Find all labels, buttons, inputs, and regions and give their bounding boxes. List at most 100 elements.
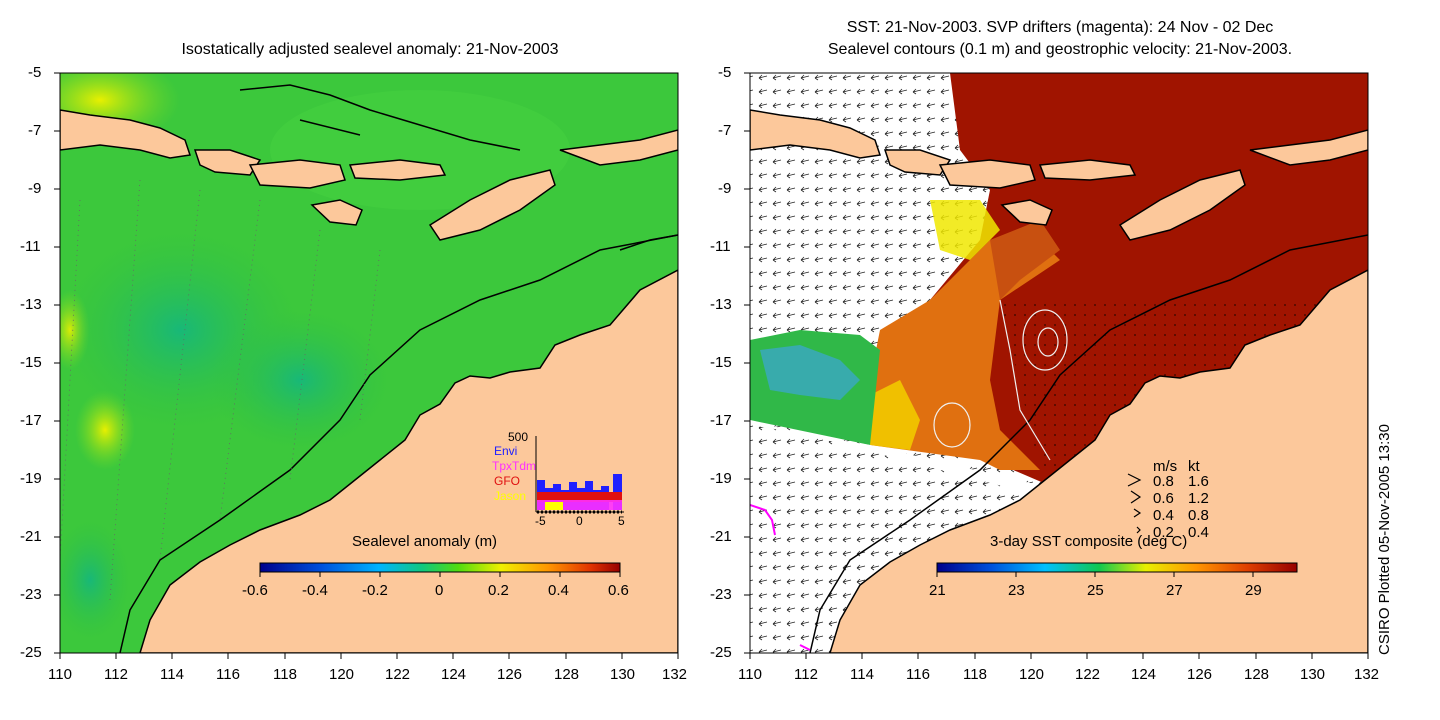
right-svp-drifter-track (750, 504, 776, 536)
left-timor-island (428, 169, 556, 241)
left-eastern-islands (559, 129, 678, 166)
left-colorbar-tick: 0.4 (548, 582, 569, 599)
right-colorbar-label: 3-day SST composite (deg C) (990, 533, 1188, 550)
inset-x-tick: -5 (535, 514, 546, 528)
plot-credit: CSIRO Plotted 05-Nov-2005 13:30 (1376, 424, 1393, 655)
axis-tick-marks (54, 72, 1369, 659)
right-x-tick: 120 (1019, 666, 1045, 683)
inset-mission-envi: Envi (494, 444, 518, 458)
left-y-tick: -21 (20, 528, 42, 545)
right-eastern-islands (1249, 129, 1368, 166)
right-colorbar-tick: 23 (1008, 582, 1025, 599)
inset-mission-tpxtdm: TpxTdm (492, 459, 537, 473)
left-y-tick: -9 (28, 180, 42, 197)
velocity-legend-kt: 0.4 (1188, 524, 1209, 541)
right-x-tick: 128 (1244, 666, 1270, 683)
left-x-tick: 114 (160, 666, 184, 683)
left-y-tick: -17 (20, 412, 42, 429)
right-x-tick: 124 (1131, 666, 1157, 683)
right-y-tick: -13 (710, 296, 732, 313)
right-colorbar-tick: 25 (1087, 582, 1104, 599)
inset-mission-gfo: GFO (494, 474, 520, 488)
right-australia-land (829, 269, 1368, 653)
right-shelf-contour (809, 234, 1368, 653)
velocity-legend-arrows (1127, 473, 1142, 534)
right-x-tick: 132 (1354, 666, 1380, 683)
inset-mission-jason: Jason (494, 489, 527, 503)
left-map-area (60, 73, 678, 653)
right-bali-lombok-islands (883, 149, 952, 176)
right-y-tick: -19 (710, 470, 732, 487)
hist-tpx-band (537, 500, 622, 510)
right-colorbar-tick: 27 (1166, 582, 1183, 599)
right-y-tick: -11 (710, 238, 731, 255)
right-sealevel-contours (933, 299, 1068, 461)
inset-max-label: 500 (508, 430, 529, 444)
right-x-tick: 114 (850, 666, 874, 683)
left-colorbar-tick: 0.2 (488, 582, 509, 599)
left-y-tick: -13 (20, 296, 42, 313)
inset-x-tick: 0 (576, 514, 583, 528)
velocity-legend-header-kt: kt (1188, 458, 1200, 475)
left-anomaly-low-sw (60, 520, 130, 640)
left-sumbawa-island (248, 159, 346, 189)
left-x-tick: 122 (385, 666, 411, 683)
right-y-tick: -15 (710, 354, 732, 371)
right-sumba-island (1000, 199, 1053, 226)
right-x-tick: 118 (963, 666, 987, 683)
right-colorbar-ticks (936, 572, 1254, 577)
left-anomaly-low-c2 (210, 310, 390, 450)
right-y-tick: -25 (710, 644, 732, 661)
left-x-tick: 126 (497, 666, 523, 683)
left-x-tick: 130 (610, 666, 636, 683)
left-java-island (60, 109, 191, 159)
velocity-legend-ms: 0.6 (1153, 490, 1174, 507)
left-map-title: Isostatically adjusted sealevel anomaly:… (181, 41, 559, 58)
right-colorbar (936, 562, 1298, 573)
left-x-tick: 118 (273, 666, 297, 683)
right-sst-yellow-region (870, 380, 920, 450)
left-altimeter-tracks (60, 179, 381, 601)
right-y-tick: -9 (718, 180, 732, 197)
right-x-tick: 130 (1300, 666, 1326, 683)
right-flores-island (1038, 159, 1137, 181)
right-y-tick: -17 (710, 412, 732, 429)
right-x-tick: 126 (1187, 666, 1213, 683)
right-x-tick: 112 (794, 666, 818, 683)
left-australia-land (139, 269, 678, 653)
left-mission-histogram (535, 436, 624, 514)
left-x-tick: 128 (554, 666, 580, 683)
left-sumba-island (310, 199, 363, 226)
right-sst-orange-region (870, 230, 1060, 470)
right-x-tick: 116 (906, 666, 930, 683)
right-timor-island (1118, 169, 1246, 241)
velocity-legend-ms: 0.8 (1153, 473, 1174, 490)
velocity-legend-kt: 1.2 (1188, 490, 1209, 507)
left-y-tick: -7 (28, 122, 42, 139)
left-y-tick: -5 (28, 64, 42, 81)
right-y-tick: -7 (718, 122, 732, 139)
left-colorbar-tick: 0.6 (608, 582, 629, 599)
inset-x-tick: 5 (618, 514, 625, 528)
left-colorbar-tick: -0.6 (242, 582, 268, 599)
right-map-title-line1: SST: 21-Nov-2003. SVP drifters (magenta)… (846, 19, 1274, 36)
left-bali-lombok-islands (193, 149, 262, 176)
right-y-tick: -5 (718, 64, 732, 81)
left-flores-island (348, 159, 447, 181)
hist-jason-band (545, 502, 563, 510)
left-colorbar-tick: -0.2 (362, 582, 388, 599)
right-svp-drifter-track-2 (799, 644, 811, 651)
left-colorbar-ticks (259, 572, 621, 577)
right-y-tick: -21 (710, 528, 732, 545)
right-colorbar-tick: 29 (1245, 582, 1262, 599)
right-map-title-line2: Sealevel contours (0.1 m) and geostrophi… (827, 41, 1293, 58)
right-x-tick: 110 (738, 666, 762, 683)
left-x-tick: 124 (441, 666, 467, 683)
left-y-tick: -23 (20, 586, 42, 603)
left-colorbar-tick: 0 (435, 582, 444, 599)
left-x-tick: 120 (329, 666, 355, 683)
velocity-legend-header-ms: m/s (1153, 458, 1178, 475)
left-x-tick: 132 (662, 666, 688, 683)
velocity-legend-kt: 0.8 (1188, 507, 1209, 524)
